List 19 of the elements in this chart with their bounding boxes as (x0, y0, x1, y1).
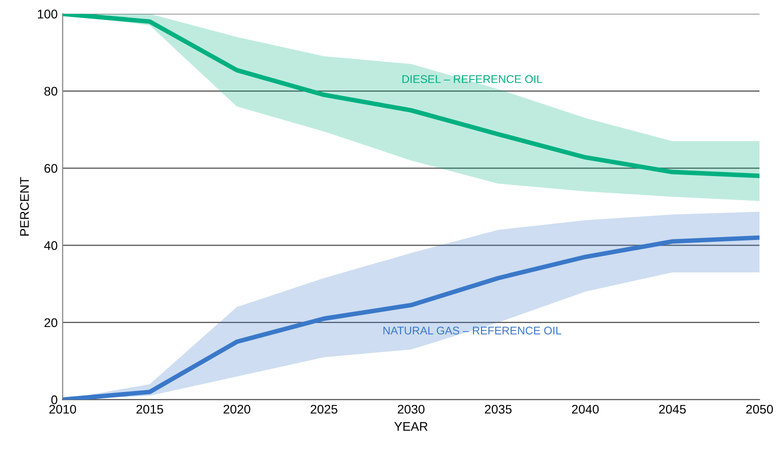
x-tick-label: 2040 (572, 404, 599, 414)
y-tick-label: 80 (44, 86, 58, 96)
y-tick-label: 100 (38, 10, 58, 19)
y-tick-label: 20 (44, 318, 58, 328)
x-tick-label: 2030 (398, 404, 424, 414)
x-tick-label: 2050 (746, 404, 773, 414)
y-tick-label: 0 (51, 395, 58, 404)
text: DIESEL – REFERENCE OIL (402, 75, 542, 84)
x-tick-label: 2010 (49, 404, 76, 414)
x-tick-label: 2015 (136, 404, 164, 414)
y-axis-title: PERCENT (20, 177, 29, 236)
x-tick-label: 2035 (484, 404, 512, 414)
x-tick-label: 2020 (224, 404, 250, 414)
y-tick-label: 60 (44, 164, 58, 173)
series-label: NATURAL GAS – REFERENCE OIL (383, 326, 562, 334)
x-tick-label: 2025 (310, 404, 338, 414)
x-tick-label: 2045 (659, 404, 686, 414)
y-tick-label: 40 (44, 241, 58, 250)
x-axis-title: YEAR (394, 422, 428, 431)
